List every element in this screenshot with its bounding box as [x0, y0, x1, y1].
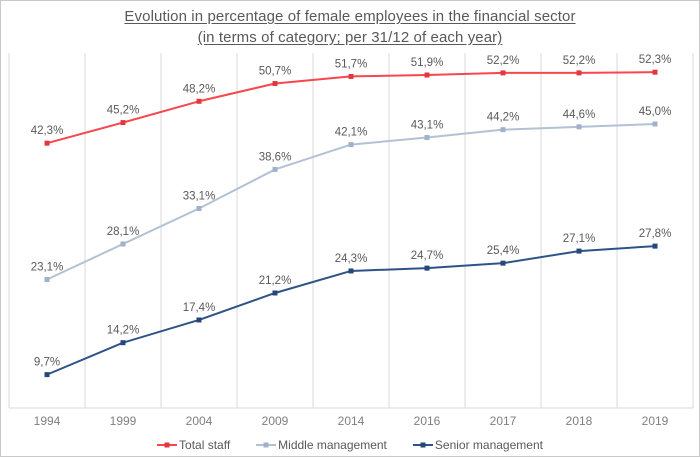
data-label: 14,2%: [107, 325, 140, 337]
data-point-marker: [652, 69, 658, 75]
data-label: 28,1%: [107, 226, 140, 238]
series-line: [46, 245, 656, 376]
data-label: 48,2%: [183, 83, 216, 95]
x-axis-tick-label: 2009: [262, 414, 289, 428]
data-label: 24,7%: [411, 250, 444, 262]
data-point-marker: [272, 290, 278, 296]
legend-marker-icon: [256, 442, 277, 448]
data-point-marker: [500, 70, 506, 76]
data-point-marker: [196, 205, 202, 211]
data-label: 51,9%: [411, 57, 444, 69]
data-label: 27,8%: [639, 228, 672, 240]
data-point-marker: [272, 166, 278, 172]
data-label: 52,2%: [487, 55, 520, 67]
legend-item: Senior management: [412, 438, 543, 452]
data-label: 23,1%: [31, 261, 64, 273]
data-label: 44,2%: [487, 112, 520, 124]
data-label: 44,6%: [563, 109, 596, 121]
data-point-marker: [500, 127, 506, 133]
legend-label: Senior management: [434, 438, 543, 452]
x-axis-tick-label: 2004: [186, 414, 213, 428]
data-label: 42,3%: [31, 125, 64, 137]
data-label: 38,6%: [259, 151, 292, 163]
chart-legend: Total staff Middle management Senior manag…: [1, 438, 699, 452]
legend-marker-icon: [157, 442, 178, 448]
legend-label: Middle management: [278, 438, 387, 452]
x-axis-tick-label: 1999: [110, 414, 137, 428]
data-label: 33,1%: [183, 190, 216, 202]
data-label: 9,7%: [34, 357, 60, 369]
data-label: 45,2%: [107, 105, 140, 117]
x-axis-tick-label: 1994: [34, 414, 61, 428]
data-point-marker: [44, 276, 50, 282]
data-point-marker: [348, 142, 354, 148]
chart-title-block: Evolution in percentage of female employ…: [1, 6, 699, 48]
x-axis-tick-label: 2017: [490, 414, 517, 428]
data-point-marker: [424, 265, 430, 271]
legend-marker-icon: [412, 442, 433, 448]
data-point-marker: [272, 81, 278, 87]
chart-title: Evolution in percentage of female employ…: [124, 8, 576, 25]
legend-item: Middle management: [256, 438, 387, 452]
legend-label: Total staff: [179, 438, 231, 452]
data-label: 25,4%: [487, 245, 520, 257]
data-point-marker: [120, 340, 126, 346]
data-point-marker: [576, 248, 582, 254]
x-axis-tick-label: 2014: [338, 414, 365, 428]
data-point-marker: [652, 121, 658, 127]
x-axis-tick-label: 2018: [566, 414, 593, 428]
data-label: 27,1%: [563, 233, 596, 245]
data-point-marker: [576, 70, 582, 76]
chart-subtitle: (in terms of category; per 31/12 of each…: [197, 29, 503, 46]
data-point-marker: [120, 241, 126, 247]
data-point-marker: [44, 372, 50, 378]
data-point-marker: [196, 98, 202, 104]
data-label: 24,3%: [335, 253, 368, 265]
data-point-marker: [120, 120, 126, 126]
data-label: 42,1%: [335, 127, 368, 139]
data-point-marker: [424, 72, 430, 78]
data-label: 51,7%: [335, 58, 368, 70]
data-label: 50,7%: [259, 66, 292, 78]
data-point-marker: [576, 124, 582, 130]
data-point-marker: [348, 268, 354, 274]
data-point-marker: [652, 243, 658, 249]
data-point-marker: [44, 140, 50, 146]
data-point-marker: [196, 317, 202, 323]
x-axis-tick-label: 2019: [642, 414, 669, 428]
data-label: 43,1%: [411, 119, 444, 131]
data-label: 17,4%: [183, 302, 216, 314]
data-label: 21,2%: [259, 275, 292, 287]
x-axis-tick-label: 2016: [414, 414, 441, 428]
data-point-marker: [424, 134, 430, 140]
legend-item: Total staff: [157, 438, 230, 452]
data-point-marker: [348, 73, 354, 79]
data-label: 52,2%: [563, 55, 596, 67]
data-label: 52,3%: [639, 54, 672, 66]
data-point-marker: [500, 260, 506, 266]
data-label: 45,0%: [639, 106, 672, 118]
